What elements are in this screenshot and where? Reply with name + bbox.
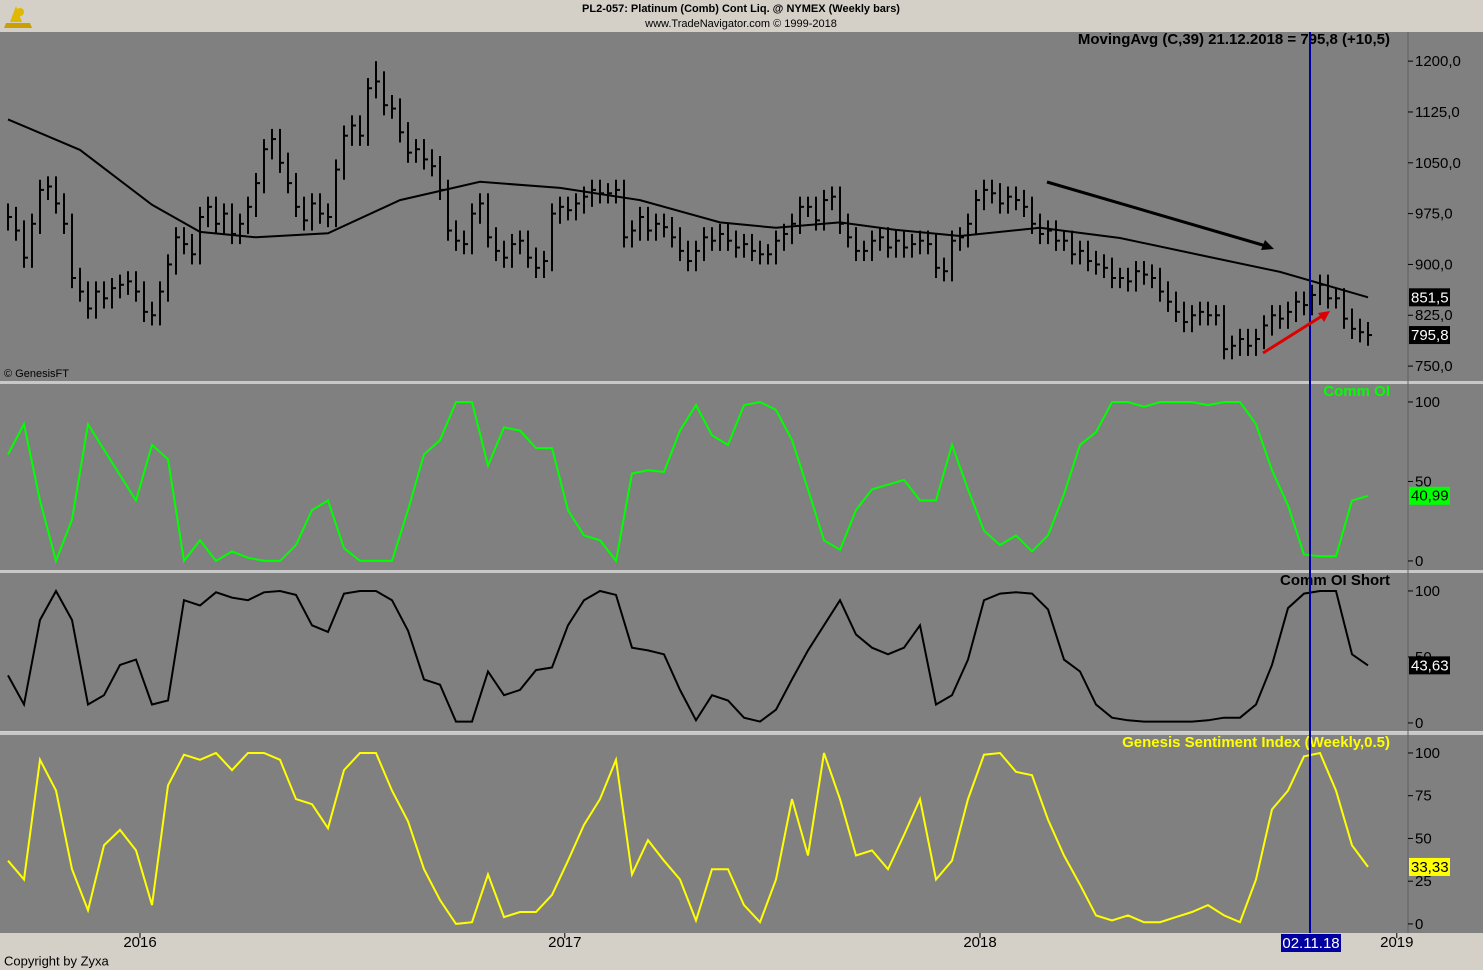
y-tick-label: 900,0 xyxy=(1415,256,1453,273)
trend-arrow-head xyxy=(1261,240,1274,250)
header-subtitle: www.TradeNavigator.com © 1999-2018 xyxy=(644,18,837,30)
chart-credit: © GenesisFT xyxy=(4,368,69,380)
y-tick-label: 100 xyxy=(1415,583,1440,600)
last-value-box xyxy=(1409,326,1450,345)
last-value-label: 43,63 xyxy=(1411,657,1449,674)
indicator-line xyxy=(7,400,1369,565)
rebound-arrow xyxy=(1262,314,1323,355)
panel-separator xyxy=(0,570,1483,573)
y-tick-label: 975,0 xyxy=(1415,206,1453,223)
last-value-label: 795,8 xyxy=(1411,327,1449,344)
panel-background xyxy=(0,573,1483,731)
indicator-line xyxy=(7,751,1369,925)
y-tick-label: 1050,0 xyxy=(1415,155,1461,172)
logo xyxy=(4,6,32,28)
chart-title: MovingAvg (C,39) 21.12.2018 = 795,8 (+10… xyxy=(1078,31,1390,48)
y-tick-label: 75 xyxy=(1415,788,1432,805)
panel-background xyxy=(0,32,1483,381)
y-tick-label: 50 xyxy=(1415,830,1432,847)
x-tick-label: 2018 xyxy=(963,934,996,951)
last-value-box xyxy=(1409,656,1450,675)
last-value-label: 33,33 xyxy=(1411,859,1449,876)
footer-band xyxy=(0,933,1483,970)
y-tick-label: 0 xyxy=(1415,916,1423,933)
y-tick-label: 100 xyxy=(1415,394,1440,411)
chart-title: Genesis Sentiment Index (Weekly,0.5) xyxy=(1122,734,1390,751)
panel-separator xyxy=(0,732,1483,735)
cursor-label-box xyxy=(1281,934,1341,952)
footer-text: Copyright by Zyxa xyxy=(4,953,110,968)
y-tick-label: 825,0 xyxy=(1415,307,1453,324)
chart-title: Comm OI xyxy=(1323,383,1390,400)
y-tick-label: 1125,0 xyxy=(1415,104,1460,121)
annotation-arrows xyxy=(1046,180,1330,355)
last-value-box xyxy=(1409,857,1450,876)
last-value-box xyxy=(1409,486,1450,505)
last-value-label: 40,99 xyxy=(1411,488,1449,505)
header-band xyxy=(0,0,1483,32)
cursor-label: 02.11.18 xyxy=(1282,935,1339,952)
chart-title: Comm OI Short xyxy=(1280,572,1390,589)
indicator-line xyxy=(7,588,1369,723)
panel-background xyxy=(0,735,1483,933)
y-tick-label: 0 xyxy=(1415,553,1423,570)
panel-separator xyxy=(0,381,1483,384)
moving-average-line xyxy=(7,118,1369,299)
x-tick-label: 2019 xyxy=(1380,934,1413,951)
last-value-label: 851,5 xyxy=(1411,289,1449,306)
y-tick-label: 50 xyxy=(1415,473,1432,490)
plot-layer: 750,0 825,0 900,0 975,0 1050,0 1125,0 1200,0 85… xyxy=(0,31,1483,952)
last-value-box xyxy=(1409,288,1450,307)
y-tick-label: 750,0 xyxy=(1415,358,1453,375)
x-tick-label: 2016 xyxy=(123,934,156,951)
rebound-arrow-head xyxy=(1318,311,1330,322)
header-title: PL2-057: Platinum (Comb) Cont Liq. @ NYM… xyxy=(582,3,900,15)
y-tick-label: 1200,0 xyxy=(1415,53,1461,70)
x-tick-label: 2017 xyxy=(548,934,581,951)
trend-arrow xyxy=(1046,180,1267,248)
y-tick-label: 0 xyxy=(1415,715,1423,732)
y-tick-label: 25 xyxy=(1415,873,1432,890)
y-tick-label: 100 xyxy=(1415,745,1440,762)
panel-background xyxy=(0,384,1483,570)
